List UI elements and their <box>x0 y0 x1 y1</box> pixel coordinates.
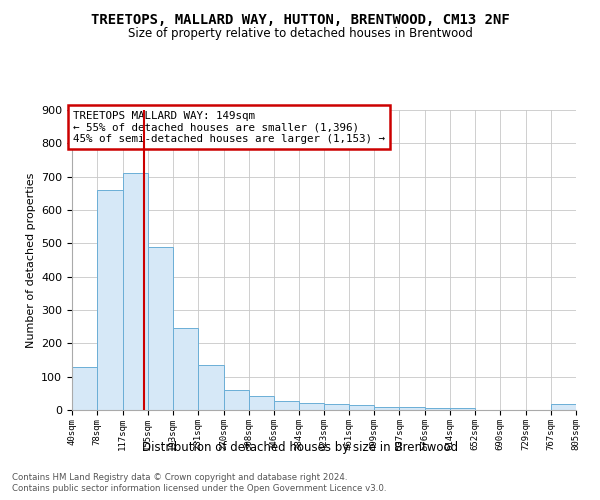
Bar <box>97 190 123 410</box>
Text: Contains public sector information licensed under the Open Government Licence v3: Contains public sector information licen… <box>12 484 386 493</box>
Bar <box>425 408 450 410</box>
Text: Distribution of detached houses by size in Brentwood: Distribution of detached houses by size … <box>142 441 458 454</box>
Text: Contains HM Land Registry data © Crown copyright and database right 2024.: Contains HM Land Registry data © Crown c… <box>12 472 347 482</box>
Text: Size of property relative to detached houses in Brentwood: Size of property relative to detached ho… <box>128 28 472 40</box>
Bar <box>274 400 299 410</box>
Bar <box>72 366 97 410</box>
Bar <box>374 406 400 410</box>
Bar <box>198 365 224 410</box>
Bar <box>148 246 173 410</box>
Bar <box>173 328 198 410</box>
Bar <box>450 408 475 410</box>
Bar <box>325 404 349 410</box>
Bar <box>299 402 325 410</box>
Bar <box>248 396 274 410</box>
Text: TREETOPS, MALLARD WAY, HUTTON, BRENTWOOD, CM13 2NF: TREETOPS, MALLARD WAY, HUTTON, BRENTWOOD… <box>91 12 509 26</box>
Bar <box>551 404 576 410</box>
Text: TREETOPS MALLARD WAY: 149sqm
← 55% of detached houses are smaller (1,396)
45% of: TREETOPS MALLARD WAY: 149sqm ← 55% of de… <box>73 110 385 144</box>
Y-axis label: Number of detached properties: Number of detached properties <box>26 172 35 348</box>
Bar <box>400 408 425 410</box>
Bar <box>224 390 248 410</box>
Bar <box>123 174 148 410</box>
Bar <box>349 406 374 410</box>
